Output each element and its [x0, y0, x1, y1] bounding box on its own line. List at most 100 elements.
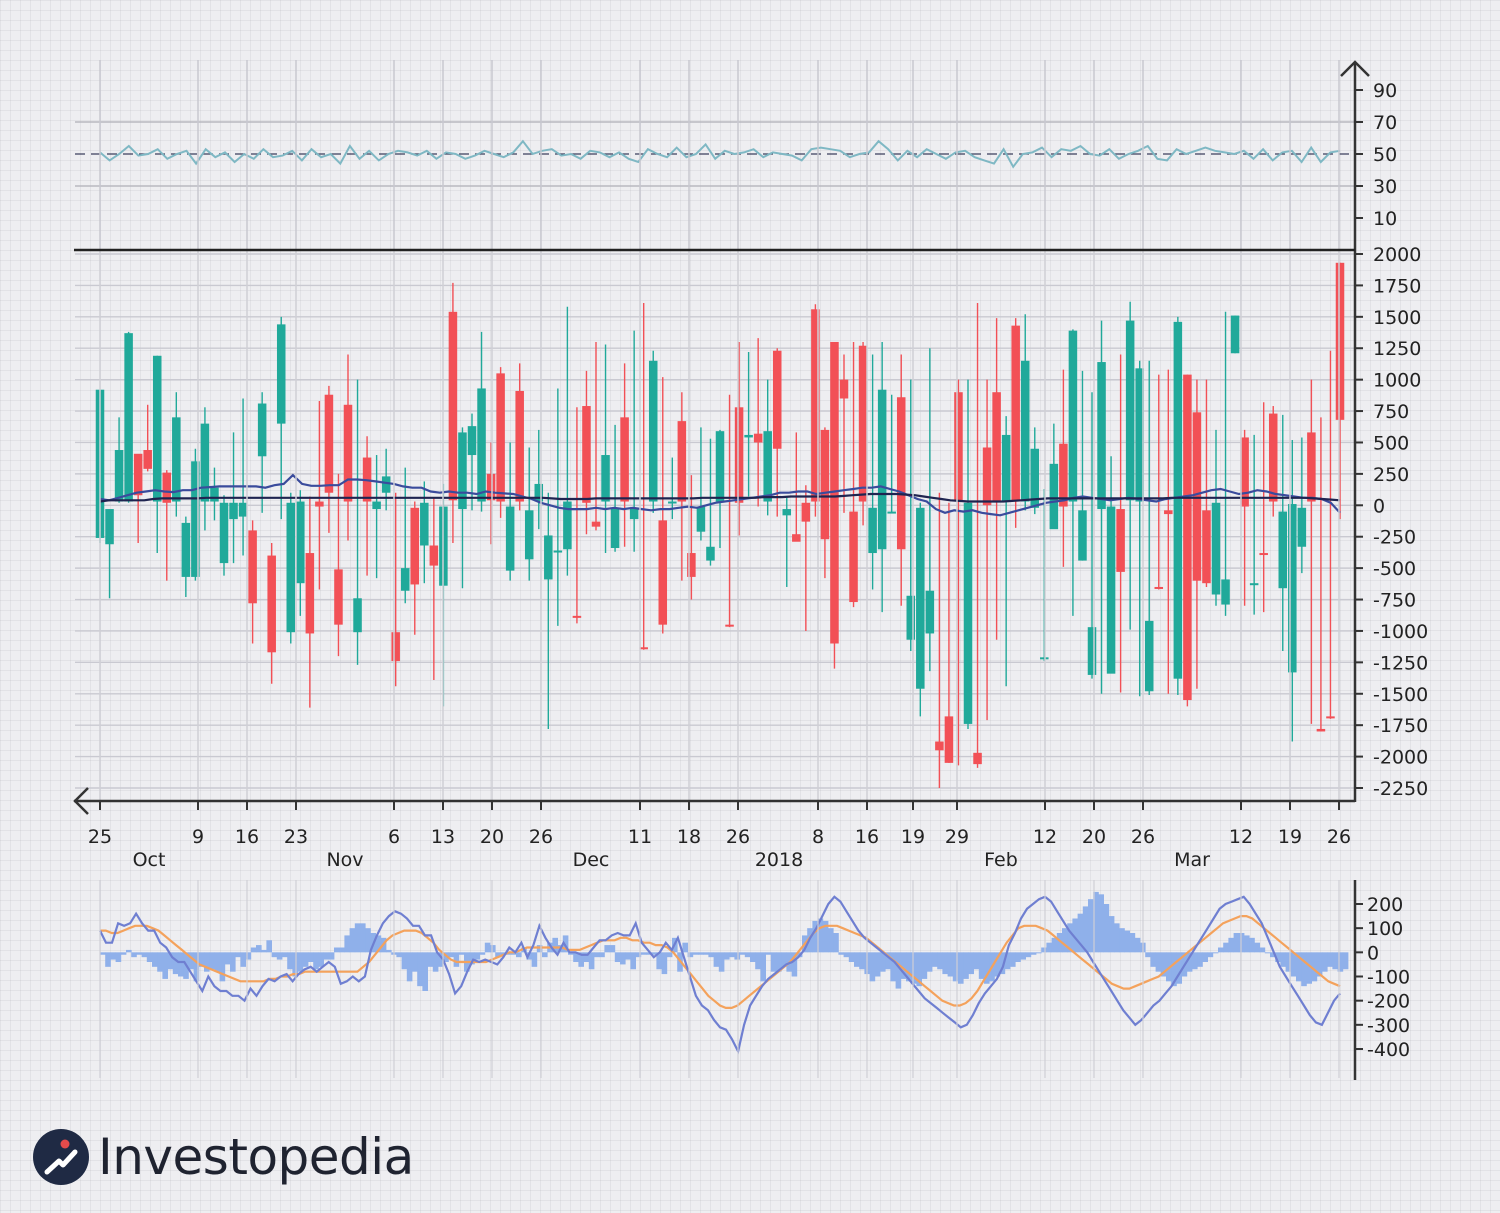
histogram-bar — [287, 952, 293, 970]
histogram-bar — [599, 952, 605, 958]
candle-down — [935, 741, 944, 751]
histogram-bar — [1082, 906, 1089, 953]
candle-down — [591, 521, 601, 527]
histogram-bar — [245, 952, 252, 960]
candle-up — [1097, 362, 1106, 510]
histogram-bar — [1264, 952, 1271, 954]
histogram-bar — [755, 952, 761, 970]
histogram-bar — [167, 952, 174, 970]
histogram-bar — [880, 952, 886, 972]
histogram-bar — [594, 952, 600, 958]
histogram-bar — [640, 952, 647, 955]
candle-down — [343, 404, 353, 502]
y-tick-label: 200 — [1367, 894, 1403, 916]
y-tick-label: 30 — [1373, 176, 1397, 198]
histogram-bar — [323, 952, 330, 960]
histogram-bar — [1254, 942, 1260, 953]
histogram-bar — [308, 952, 314, 962]
candle-down — [896, 397, 906, 550]
histogram-bar — [1103, 904, 1110, 953]
candle-down — [410, 507, 420, 585]
histogram-bar — [1119, 928, 1125, 953]
histogram-bar — [708, 952, 714, 958]
histogram-bar — [120, 952, 127, 955]
candle-up — [1106, 506, 1116, 674]
candle-up — [181, 522, 191, 577]
histogram-bar — [1207, 952, 1214, 958]
candle-down — [496, 373, 505, 502]
histogram-bar — [172, 952, 179, 975]
y-tick-label: 0 — [1373, 495, 1385, 517]
x-tick-label: 18 — [677, 826, 701, 848]
candle-down — [1116, 509, 1125, 572]
histogram-bar — [282, 952, 288, 958]
x-tick-label: 19 — [1278, 826, 1302, 848]
histogram-bar — [926, 952, 933, 972]
candle-down — [849, 511, 858, 603]
y-tick-label: -1750 — [1373, 715, 1428, 737]
x-tick-label: 26 — [529, 826, 553, 848]
candle-up — [467, 426, 477, 456]
histogram-bar — [760, 952, 766, 982]
histogram-bar — [401, 952, 408, 970]
histogram-bar — [443, 952, 449, 962]
histogram-bar — [552, 937, 558, 953]
candle-up — [563, 501, 572, 550]
x-tick-label: 12 — [1033, 826, 1057, 848]
x-month-label: Mar — [1174, 849, 1210, 871]
candle-up — [782, 509, 792, 516]
histogram-bar — [339, 947, 345, 953]
brand-logo[interactable]: Investopedia — [32, 1122, 414, 1192]
histogram-bar — [994, 952, 1000, 977]
candle-down — [334, 569, 343, 625]
histogram-bar — [302, 952, 309, 967]
candle-up — [210, 487, 219, 502]
histogram-bar — [110, 952, 116, 960]
histogram-bar — [250, 947, 257, 953]
histogram-bar — [1202, 952, 1208, 962]
candle-down — [1183, 374, 1192, 701]
histogram-bar — [490, 945, 496, 953]
histogram-bar — [776, 952, 782, 972]
histogram-bar — [666, 952, 673, 958]
candle-down — [248, 530, 257, 604]
candle-up — [477, 388, 486, 502]
histogram-bar — [687, 952, 694, 958]
histogram-bar — [1004, 952, 1011, 970]
histogram-bar — [651, 952, 657, 955]
candle-down — [429, 545, 439, 566]
histogram-bar — [1067, 923, 1073, 953]
histogram-bar — [334, 947, 340, 953]
x-tick-label: 29 — [945, 826, 969, 848]
histogram-bar — [739, 952, 746, 955]
candle-down — [792, 534, 801, 542]
histogram-bar — [750, 952, 756, 962]
histogram-bar — [495, 952, 501, 958]
candle-up — [534, 483, 544, 502]
histogram-bar — [906, 952, 912, 982]
histogram-bar — [412, 952, 418, 972]
histogram-bar — [354, 923, 361, 953]
histogram-bar — [921, 952, 928, 979]
candle-up — [877, 389, 887, 550]
candle-down — [267, 555, 276, 653]
histogram-bar — [614, 952, 621, 962]
histogram-bar — [536, 945, 543, 953]
histogram-bar — [828, 928, 834, 953]
candle-down — [620, 417, 629, 502]
histogram-bar — [1327, 952, 1333, 967]
y-tick-label: -2250 — [1373, 778, 1428, 800]
y-tick-label: 1750 — [1373, 275, 1421, 297]
candle-up — [916, 507, 925, 689]
histogram-bar — [126, 949, 132, 953]
y-tick-label: -250 — [1373, 527, 1416, 549]
histogram-bar — [937, 952, 943, 970]
axes: 25 9 16 23 6 13 20 26 11 18 26 8 16 19 29 12 20 26 12 19 26 O… — [73, 60, 1370, 1080]
histogram-bar — [833, 933, 839, 953]
signal-line — [100, 915, 1341, 1009]
histogram-bar — [1306, 952, 1312, 984]
y-tick-label: -200 — [1367, 991, 1410, 1013]
x-axis-arrow-icon — [73, 787, 89, 815]
histogram-bar — [188, 952, 194, 970]
candle-up — [1297, 507, 1307, 547]
